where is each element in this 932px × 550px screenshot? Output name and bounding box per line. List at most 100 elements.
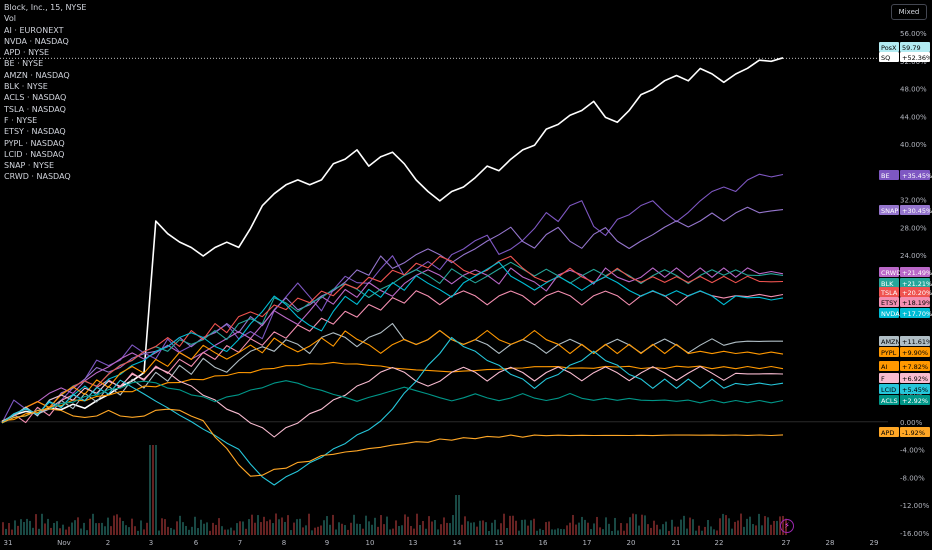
volume-bar bbox=[698, 525, 700, 535]
x-tick-label: 2 bbox=[106, 539, 110, 547]
volume-bar bbox=[740, 513, 742, 535]
volume-bar bbox=[56, 521, 58, 535]
volume-bar bbox=[539, 528, 541, 535]
series-line-snap bbox=[1, 206, 784, 424]
volume-bar bbox=[344, 525, 346, 535]
volume-bar bbox=[419, 524, 421, 535]
legend-item[interactable]: SNAP · NYSE bbox=[4, 161, 54, 171]
legend-item[interactable]: LCID · NASDAQ bbox=[4, 149, 65, 159]
legend-item[interactable]: Block, Inc., 15, NYSE bbox=[4, 3, 87, 12]
legend-item[interactable]: PYPL · NASDAQ bbox=[4, 138, 65, 148]
volume-bar bbox=[245, 528, 247, 535]
volume-bar bbox=[656, 524, 658, 535]
volume-bar bbox=[380, 515, 382, 535]
volume-bar bbox=[164, 519, 166, 535]
x-tick-label: 9 bbox=[325, 539, 329, 547]
volume-bar bbox=[182, 522, 184, 535]
legend-item[interactable]: F · NYSE bbox=[4, 115, 38, 125]
volume-bar bbox=[206, 522, 208, 535]
volume-bar bbox=[581, 516, 583, 535]
legend-item[interactable]: AI · EURONEXT bbox=[4, 25, 64, 35]
volume-bar bbox=[32, 527, 34, 535]
volume-bar bbox=[692, 519, 694, 535]
y-tick-label: 32.00% bbox=[900, 197, 927, 205]
volume-bar bbox=[671, 519, 673, 535]
axis-badge-value bbox=[900, 287, 930, 297]
volume-bar bbox=[518, 530, 520, 535]
volume-bar bbox=[251, 514, 253, 535]
volume-bar bbox=[194, 516, 196, 535]
axis-badge-name bbox=[879, 395, 899, 405]
volume-bar bbox=[404, 514, 406, 535]
legend-item[interactable]: Vol bbox=[4, 14, 16, 24]
volume-bar bbox=[641, 514, 643, 535]
volume-bar bbox=[713, 529, 715, 535]
legend-item[interactable]: TSLA · NASDAQ bbox=[4, 104, 66, 114]
volume-bar bbox=[629, 517, 631, 535]
axis-badge-value bbox=[900, 427, 930, 437]
legend-item[interactable]: BE · NYSE bbox=[4, 59, 44, 69]
volume-bar bbox=[773, 520, 775, 535]
volume-bar bbox=[572, 514, 574, 535]
x-tick-label: 8 bbox=[282, 539, 286, 547]
axis-badge-symbol: ETSY bbox=[881, 299, 897, 307]
volume-bar bbox=[224, 529, 226, 535]
volume-bar bbox=[77, 517, 79, 535]
axis-badge-symbol: F bbox=[881, 375, 885, 383]
axis-badge-last-value: +35.45% bbox=[902, 172, 932, 180]
volume-bar bbox=[497, 529, 499, 535]
volume-bar bbox=[452, 515, 454, 535]
volume-bar bbox=[512, 515, 514, 535]
volume-bar bbox=[296, 519, 298, 535]
legend-item[interactable]: NVDA · NASDAQ bbox=[4, 36, 69, 46]
volume-bar bbox=[92, 513, 94, 535]
volume-bar bbox=[83, 522, 85, 535]
volume-bar bbox=[389, 529, 391, 535]
volume-bar bbox=[50, 527, 52, 535]
volume-bar bbox=[158, 530, 160, 535]
legend-item[interactable]: CRWD · NASDAQ bbox=[4, 172, 71, 182]
volume-bar bbox=[587, 522, 589, 535]
axis-badge-value bbox=[900, 336, 930, 346]
volume-bar bbox=[683, 515, 685, 535]
volume-bar bbox=[647, 524, 649, 535]
y-tick-label: -12.00% bbox=[900, 502, 930, 510]
volume-bar bbox=[8, 523, 10, 535]
volume-bar bbox=[62, 524, 64, 535]
axis-badge-name bbox=[879, 361, 899, 371]
volume-bar bbox=[770, 524, 772, 535]
axis-badge-value bbox=[900, 52, 930, 62]
volume-bar bbox=[119, 517, 121, 535]
axis-badge-last-value: +11.61% bbox=[902, 338, 932, 346]
axis-badge-symbol: ACLS bbox=[881, 397, 898, 405]
x-tick-label: 22 bbox=[715, 539, 724, 547]
legend-item[interactable]: ETSY · NASDAQ bbox=[4, 127, 66, 137]
x-tick-label: 6 bbox=[194, 539, 199, 547]
axis-badge-name bbox=[879, 205, 899, 215]
lightning-icon[interactable]: ⚡ bbox=[780, 519, 794, 533]
volume-bar bbox=[203, 523, 205, 535]
legend-item[interactable]: BLK · NYSE bbox=[4, 82, 48, 92]
axis-badge-symbol: APD bbox=[881, 429, 894, 437]
x-tick-label: 13 bbox=[409, 539, 418, 547]
scale-mode-toggle[interactable]: Mixed bbox=[891, 4, 927, 20]
volume-bar bbox=[167, 526, 169, 535]
legend-item[interactable]: ACLS · NASDAQ bbox=[4, 93, 67, 103]
axis-badge-name bbox=[879, 427, 899, 437]
volume-bar bbox=[374, 517, 376, 535]
volume-bar bbox=[485, 522, 487, 535]
volume-bar bbox=[113, 515, 115, 535]
axis-badge-value bbox=[900, 205, 930, 215]
volume-bar bbox=[266, 521, 268, 535]
volume-bar bbox=[41, 513, 43, 535]
volume-bar bbox=[677, 526, 679, 535]
legend-item[interactable]: AMZN · NASDAQ bbox=[4, 70, 70, 80]
x-tick-label: 28 bbox=[826, 539, 835, 547]
volume-bar bbox=[233, 530, 235, 535]
axis-badge-last-value: +6.92% bbox=[902, 375, 928, 383]
legend-item[interactable]: APD · NYSE bbox=[4, 48, 50, 58]
series-line-sq bbox=[1, 57, 784, 423]
volume-bar bbox=[743, 526, 745, 535]
axis-badge-name bbox=[879, 336, 899, 346]
